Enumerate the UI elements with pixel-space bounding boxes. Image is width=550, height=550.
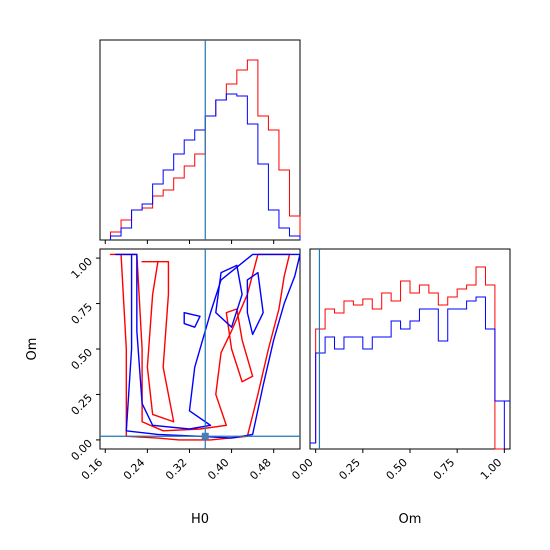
x-axis-label-om: Om [399, 512, 422, 527]
y-axis-label-om: Om [25, 338, 40, 361]
contour-xtick-label-3: 0.40 [205, 456, 232, 483]
om-hist-xtick-label-1: 0.25 [336, 456, 363, 483]
contour-xtick-label-2: 0.32 [163, 456, 190, 483]
contour-ytick-label-1: 0.25 [69, 391, 96, 418]
contour-xtick-label-4: 0.48 [247, 456, 274, 483]
tick-layer: 0.00 0.25 0.50 0.75 1.00 0.16 0.24 0.32 0.40 0.48… [69, 240, 505, 482]
contour-series-1-level-1 [215, 264, 243, 328]
om-hist-xtick-label-4: 1.00 [478, 456, 505, 483]
contour-xtick-label-0: 0.16 [79, 456, 106, 483]
contour-ytick-label-2: 0.50 [69, 346, 96, 373]
contour-ytick-label-3: 0.75 [69, 300, 96, 327]
h0-histogram-frame [99, 39, 301, 241]
contour-series-0-level-1 [141, 261, 175, 423]
contour-xtick-label-1: 0.24 [121, 456, 148, 483]
contour-series-1-level-2 [246, 271, 264, 336]
om-hist-xtick-label-2: 0.50 [384, 456, 411, 483]
om-hist-series-0 [310, 266, 505, 450]
om-hist-xtick-label-3: 0.75 [431, 456, 458, 483]
contour-ytick-label-4: 1.00 [69, 255, 96, 282]
plot-layer [100, 40, 510, 450]
contour-series-1-level-0 [115, 253, 300, 439]
x-axis-label-h0: H0 [191, 512, 209, 527]
contour-truth-marker [201, 432, 209, 440]
om-hist-xtick-label-0: 0.00 [289, 456, 316, 483]
contour-series-1-level-3 [183, 311, 201, 328]
contour-group [100, 249, 300, 449]
contour-ytick-label-0: 0.00 [69, 437, 96, 464]
om-hist-series-1 [310, 296, 510, 449]
